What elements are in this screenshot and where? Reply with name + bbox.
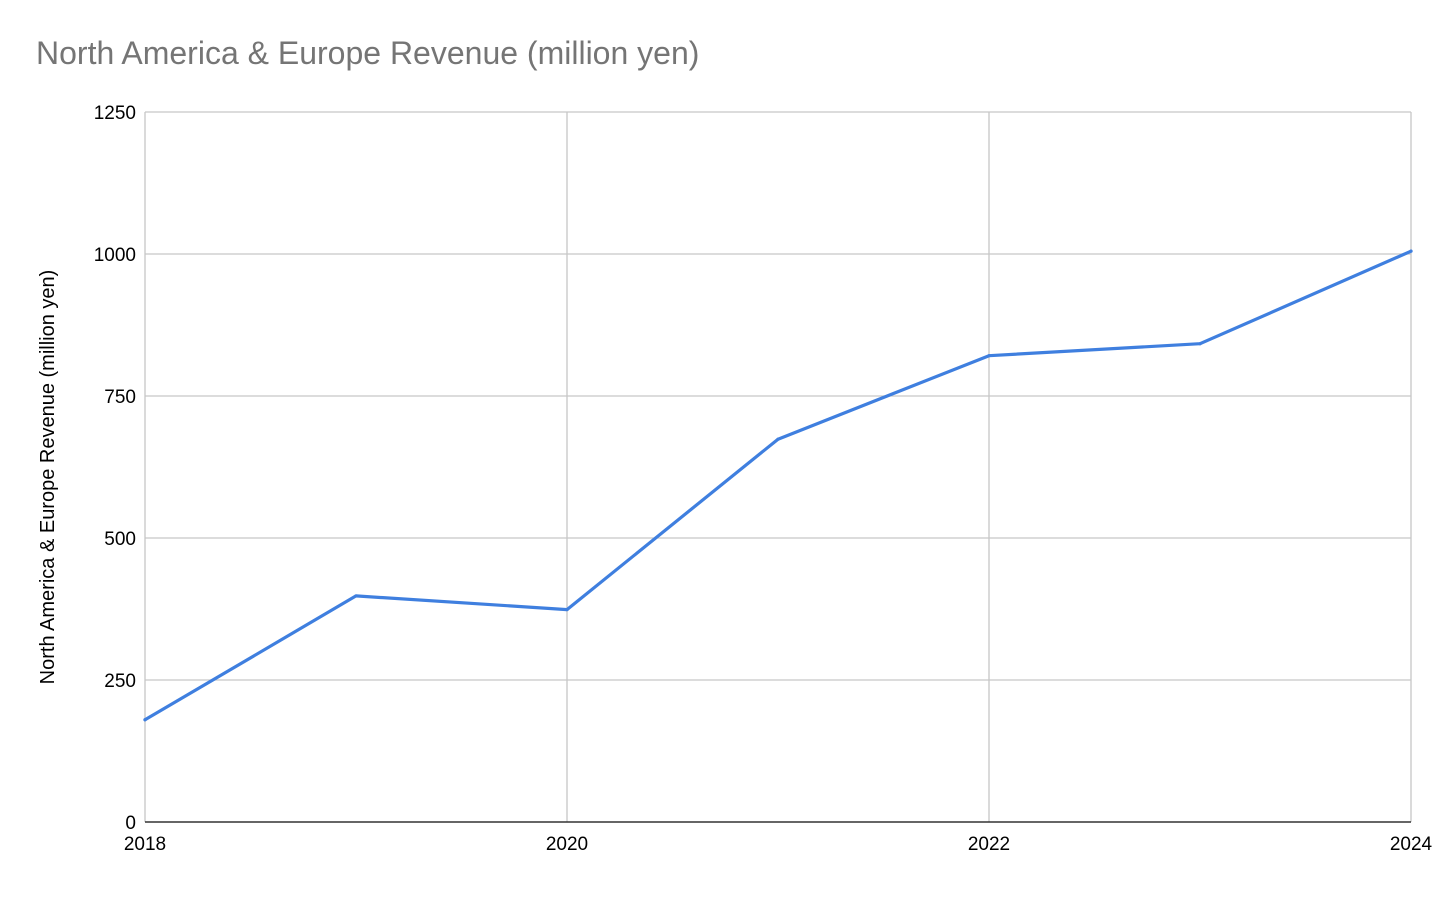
x-tick-label: 2020 [546, 834, 588, 855]
series-line [143, 249, 1413, 722]
y-tick-label: 0 [125, 813, 136, 834]
gridlines [144, 111, 1412, 823]
y-axis-ticks: 0 250 500 750 1000 1250 [94, 103, 136, 834]
chart-title: North America & Europe Revenue (million … [36, 35, 699, 71]
x-axis-ticks: 2018 2020 2022 2024 [124, 834, 1433, 855]
data-point [354, 594, 358, 598]
data-point [987, 354, 991, 358]
y-tick-label: 250 [104, 671, 136, 692]
y-axis-label: North America & Europe Revenue (million … [37, 270, 59, 685]
data-point [1409, 249, 1413, 253]
x-tick-label: 2022 [968, 834, 1010, 855]
x-tick-label: 2024 [1390, 834, 1433, 855]
data-point [776, 437, 780, 441]
y-tick-label: 1250 [94, 103, 136, 124]
data-point [565, 607, 569, 612]
series-layer [143, 249, 1413, 722]
data-point [143, 718, 147, 722]
data-point [1198, 342, 1202, 346]
x-tick-label: 2018 [124, 834, 166, 855]
y-tick-label: 750 [104, 387, 136, 408]
y-tick-label: 500 [104, 529, 136, 550]
y-tick-label: 1000 [94, 245, 136, 266]
